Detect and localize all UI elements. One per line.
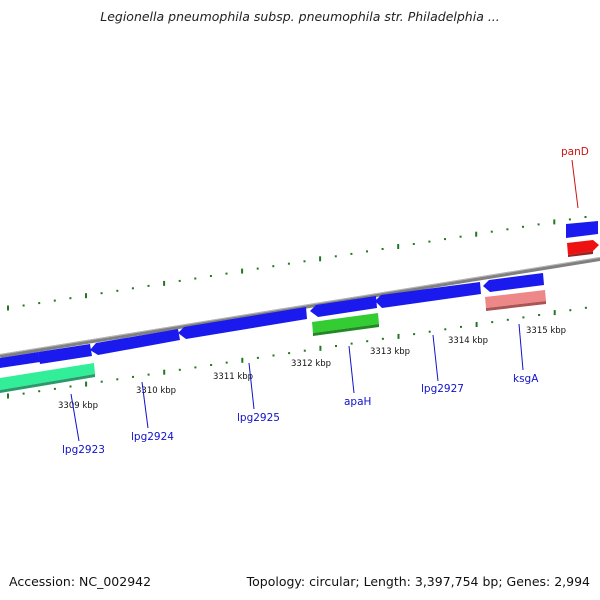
gene-arrows [0, 221, 598, 368]
tick-label: 3311 kbp [213, 372, 253, 382]
leader-line [571, 159, 579, 209]
lower-tick-ruler [7, 306, 587, 399]
leader-line [141, 381, 149, 429]
gene-arrow[interactable] [0, 352, 40, 368]
teal-gene-arrow[interactable] [0, 363, 95, 390]
gene-arrow[interactable] [90, 329, 180, 355]
gene-label-ksga[interactable]: ksgA [513, 373, 539, 385]
ksga-gene-shadow [486, 301, 546, 311]
backbone-line [0, 257, 600, 358]
gene-label-apah[interactable]: apaH [344, 396, 371, 408]
tick-labels: 3309 kbp 3310 kbp 3311 kbp 3312 kbp 3313… [58, 326, 566, 411]
pand-gene-shadow [568, 251, 593, 257]
upper-tick-ruler [7, 216, 587, 311]
accession-text: Accession: NC_002942 [9, 574, 152, 589]
backbone-highlight [0, 257, 600, 355]
ksga-gene-arrow[interactable] [485, 290, 546, 308]
tick-label: 3313 kbp [370, 347, 410, 357]
gene-label-lpg2924[interactable]: lpg2924 [131, 431, 174, 443]
tick-label: 3314 kbp [448, 336, 488, 346]
gene-label-pand[interactable]: panD [561, 146, 589, 158]
gene-arrow[interactable] [483, 273, 544, 292]
apah-gene-arrow[interactable] [312, 313, 379, 333]
genome-summary-text: Topology: circular; Length: 3,397,754 bp… [246, 574, 590, 589]
leader-line [348, 345, 355, 394]
gene-arrow[interactable] [178, 307, 307, 339]
gene-arrow[interactable] [310, 296, 377, 317]
gene-label-leaders [70, 159, 579, 442]
gene-arrow[interactable] [566, 221, 598, 238]
leader-line [248, 362, 255, 410]
leader-line [432, 334, 439, 382]
tick-label: 3310 kbp [136, 386, 176, 396]
gene-arrow[interactable] [38, 344, 92, 364]
gene-label-lpg2927[interactable]: lpg2927 [421, 383, 464, 395]
leader-line [70, 393, 80, 442]
tick-label: 3312 kbp [291, 359, 331, 369]
pand-gene-arrow[interactable] [567, 240, 599, 255]
tick-label: 3309 kbp [58, 401, 98, 411]
apah-gene-shadow [313, 324, 379, 336]
gene-label-lpg2923[interactable]: lpg2923 [62, 444, 105, 456]
tick-label: 3315 kbp [526, 326, 566, 336]
leader-line [518, 323, 524, 371]
gene-labels: lpg2923 lpg2924 lpg2925 apaH lpg2927 ksg… [62, 146, 589, 456]
gene-label-lpg2925[interactable]: lpg2925 [237, 412, 280, 424]
map-title: Legionella pneumophila subsp. pneumophil… [100, 9, 500, 24]
gene-arrow[interactable] [375, 282, 481, 308]
teal-gene-shadow [0, 374, 95, 393]
